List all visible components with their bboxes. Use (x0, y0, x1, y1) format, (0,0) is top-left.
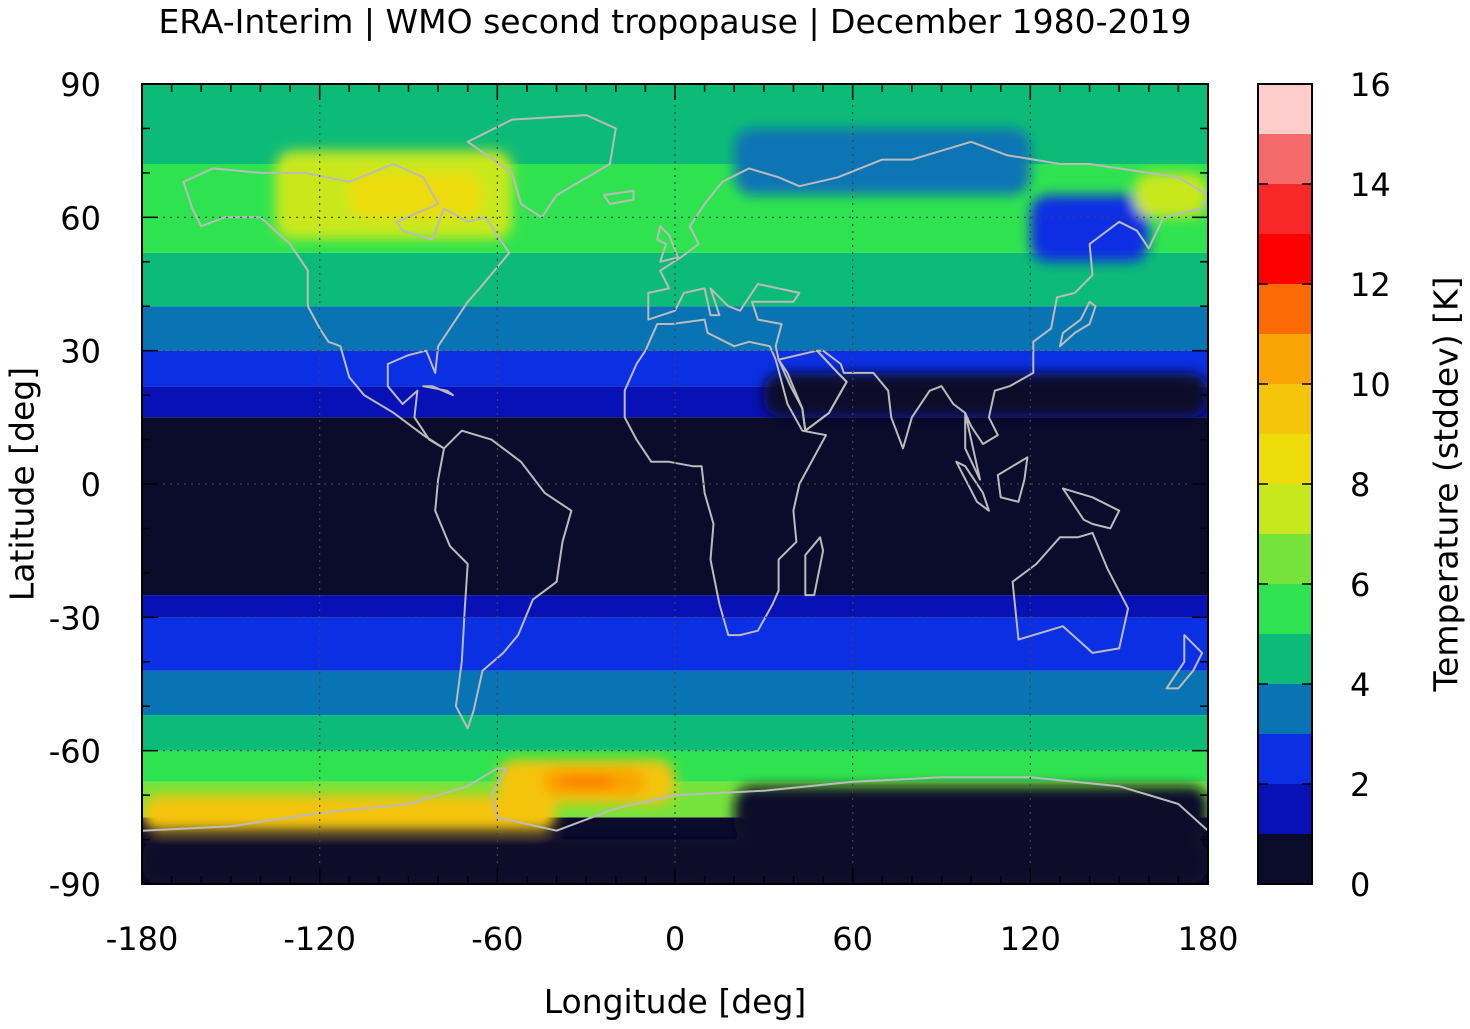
colorbar-tick-label: 8 (1350, 466, 1370, 504)
tick-labels: -180 -120 -60 0 60 120 180 90 60 30 0 -30 -60 -90 (49, 66, 1239, 958)
coastline-japan (1058, 300, 1097, 348)
colorbar-tick-label: 10 (1350, 366, 1391, 404)
grid-lines (142, 84, 1208, 884)
coastlines (142, 114, 1208, 884)
colorbar-swatch (1258, 834, 1312, 884)
colorbar-swatch (1258, 684, 1312, 734)
coastline-arabia (777, 349, 848, 432)
coastline-uk (656, 225, 679, 263)
x-axis-label: Longitude [deg] (543, 982, 807, 1021)
colorbar-swatch (1258, 234, 1312, 284)
colorbar-swatch (1258, 584, 1312, 634)
coastline-europe-asia (647, 140, 1208, 481)
coastline-new-guinea (1061, 487, 1121, 530)
colorbar-swatch (1258, 534, 1312, 584)
heatmap-patch (763, 372, 1208, 418)
chart-title: ERA-Interim | WMO second tropopause | De… (158, 2, 1192, 41)
y-tick-label: 90 (60, 66, 101, 104)
colorbar: 0 2 4 6 8 10 12 14 16 (1257, 66, 1391, 904)
heatmap-patch (556, 777, 616, 787)
heatmap-patch (1133, 172, 1208, 218)
heatmap-patches (142, 128, 1208, 884)
heatmap-patch (734, 786, 1208, 840)
y-axis-label: Latitude [deg] (2, 366, 42, 602)
coastline-iceland (602, 189, 635, 205)
x-tick-label: -180 (106, 920, 179, 958)
colorbar-swatch (1258, 284, 1312, 334)
colorbar-swatch (1258, 134, 1312, 184)
colorbar-tick-label: 0 (1350, 866, 1370, 904)
coastline-greenland (466, 114, 617, 219)
x-tick-label: -60 (471, 920, 523, 958)
x-tick-label: 60 (832, 920, 873, 958)
heatmap-patch (142, 795, 557, 831)
colorbar-swatch (1258, 384, 1312, 434)
y-tick-label: -90 (49, 866, 101, 904)
y-tick-label: 30 (60, 333, 101, 371)
x-tick-label: 0 (665, 920, 685, 958)
y-tick-label: 0 (81, 466, 101, 504)
coastline-antarctica (142, 767, 1208, 884)
coastline-sumatra (955, 460, 990, 512)
colorbar-swatch (1258, 334, 1312, 384)
colorbar-swatch (1258, 184, 1312, 234)
y-tick-label: -60 (49, 733, 101, 771)
coastline-south-america (434, 429, 573, 730)
heatmap-band (142, 715, 1208, 751)
heatmap-patch (349, 172, 483, 218)
y-tick-label: -30 (49, 599, 101, 637)
colorbar-tick-label: 2 (1350, 766, 1370, 804)
coastline-africa (623, 318, 827, 637)
x-tick-label: -120 (283, 920, 356, 958)
x-tick-label: 180 (1177, 920, 1238, 958)
heatmap-band (142, 417, 1208, 596)
coastline-cuba (422, 385, 454, 397)
coastline-madagascar (804, 536, 825, 597)
colorbar-swatch (1258, 784, 1312, 834)
colorbar-tick-label: 14 (1350, 166, 1391, 204)
colorbar-tick-label: 6 (1350, 566, 1370, 604)
x-tick-label: 120 (1000, 920, 1061, 958)
heatmap-patch (734, 128, 1031, 196)
colorbar-swatch (1258, 734, 1312, 784)
axis-ticks (141, 83, 1209, 885)
heatmap-band (142, 595, 1208, 618)
colorbar-tick-label: 16 (1350, 66, 1391, 104)
coastline-borneo (996, 456, 1029, 503)
coastline-australia (1011, 531, 1130, 654)
colorbar-swatch (1258, 484, 1312, 534)
coastline-new-zealand (1165, 634, 1204, 690)
heatmap-patch (1030, 195, 1149, 262)
coastline-north-america (182, 163, 511, 450)
colorbar-swatch (1258, 634, 1312, 684)
y-tick-label: 60 (60, 199, 101, 237)
colorbar-swatch (1258, 84, 1312, 134)
colorbar-tick-label: 12 (1350, 266, 1391, 304)
colorbar-swatch (1258, 434, 1312, 484)
colorbar-label: Temperature (stddev) [K] (1426, 276, 1466, 692)
colorbar-tick-label: 4 (1350, 666, 1370, 704)
